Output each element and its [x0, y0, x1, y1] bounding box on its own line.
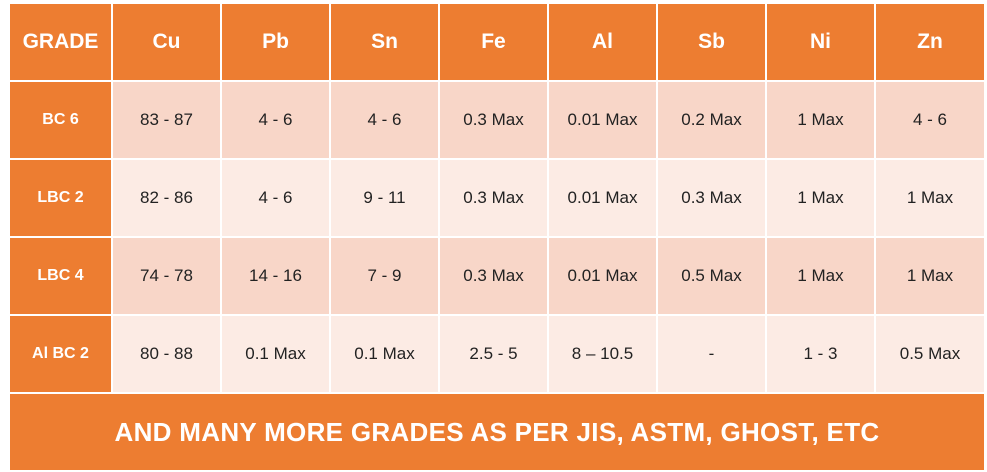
table-cell: 1 Max — [767, 238, 874, 314]
header-fe: Fe — [440, 4, 547, 80]
footer-row: AND MANY MORE GRADES AS PER JIS, ASTM, G… — [10, 394, 984, 470]
header-row: GRADE Cu Pb Sn Fe Al Sb Ni Zn — [10, 4, 984, 80]
table-cell: 83 - 87 — [113, 82, 220, 158]
table-cell: 8 – 10.5 — [549, 316, 656, 392]
header-ni: Ni — [767, 4, 874, 80]
table-cell: 9 - 11 — [331, 160, 438, 236]
header-grade: GRADE — [10, 4, 111, 80]
table-cell: 82 - 86 — [113, 160, 220, 236]
table-cell: 1 Max — [767, 82, 874, 158]
table-cell: 4 - 6 — [876, 82, 984, 158]
table-row: BC 6 83 - 87 4 - 6 4 - 6 0.3 Max 0.01 Ma… — [10, 82, 984, 158]
table-cell: 74 - 78 — [113, 238, 220, 314]
header-al: Al — [549, 4, 656, 80]
table-cell: 0.2 Max — [658, 82, 765, 158]
grade-label: Al BC 2 — [10, 316, 111, 392]
table-cell: 1 - 3 — [767, 316, 874, 392]
header-sn: Sn — [331, 4, 438, 80]
table-cell: 0.01 Max — [549, 238, 656, 314]
table-cell: 4 - 6 — [222, 160, 329, 236]
table-cell: 7 - 9 — [331, 238, 438, 314]
table-cell: 14 - 16 — [222, 238, 329, 314]
table-cell: 1 Max — [767, 160, 874, 236]
table-cell: 2.5 - 5 — [440, 316, 547, 392]
table-cell: 0.1 Max — [331, 316, 438, 392]
table-cell: 0.3 Max — [440, 160, 547, 236]
grade-label: LBC 4 — [10, 238, 111, 314]
table-cell: 1 Max — [876, 160, 984, 236]
table-cell: 0.01 Max — [549, 160, 656, 236]
table-row: LBC 4 74 - 78 14 - 16 7 - 9 0.3 Max 0.01… — [10, 238, 984, 314]
header-sb: Sb — [658, 4, 765, 80]
table-cell: 4 - 6 — [331, 82, 438, 158]
table-row: LBC 2 82 - 86 4 - 6 9 - 11 0.3 Max 0.01 … — [10, 160, 984, 236]
table-row: Al BC 2 80 - 88 0.1 Max 0.1 Max 2.5 - 5 … — [10, 316, 984, 392]
table-cell: 0.1 Max — [222, 316, 329, 392]
table-cell: 0.5 Max — [658, 238, 765, 314]
table-cell: 0.3 Max — [658, 160, 765, 236]
grade-label: LBC 2 — [10, 160, 111, 236]
header-pb: Pb — [222, 4, 329, 80]
alloy-grades-table: GRADE Cu Pb Sn Fe Al Sb Ni Zn BC 6 83 - … — [8, 2, 986, 472]
table-cell: 0.3 Max — [440, 82, 547, 158]
table-cell: 0.01 Max — [549, 82, 656, 158]
header-cu: Cu — [113, 4, 220, 80]
table-cell: 1 Max — [876, 238, 984, 314]
grade-label: BC 6 — [10, 82, 111, 158]
table-cell: - — [658, 316, 765, 392]
table-cell: 0.5 Max — [876, 316, 984, 392]
footer-banner: AND MANY MORE GRADES AS PER JIS, ASTM, G… — [10, 394, 984, 470]
header-zn: Zn — [876, 4, 984, 80]
table-cell: 80 - 88 — [113, 316, 220, 392]
table-cell: 0.3 Max — [440, 238, 547, 314]
table-cell: 4 - 6 — [222, 82, 329, 158]
